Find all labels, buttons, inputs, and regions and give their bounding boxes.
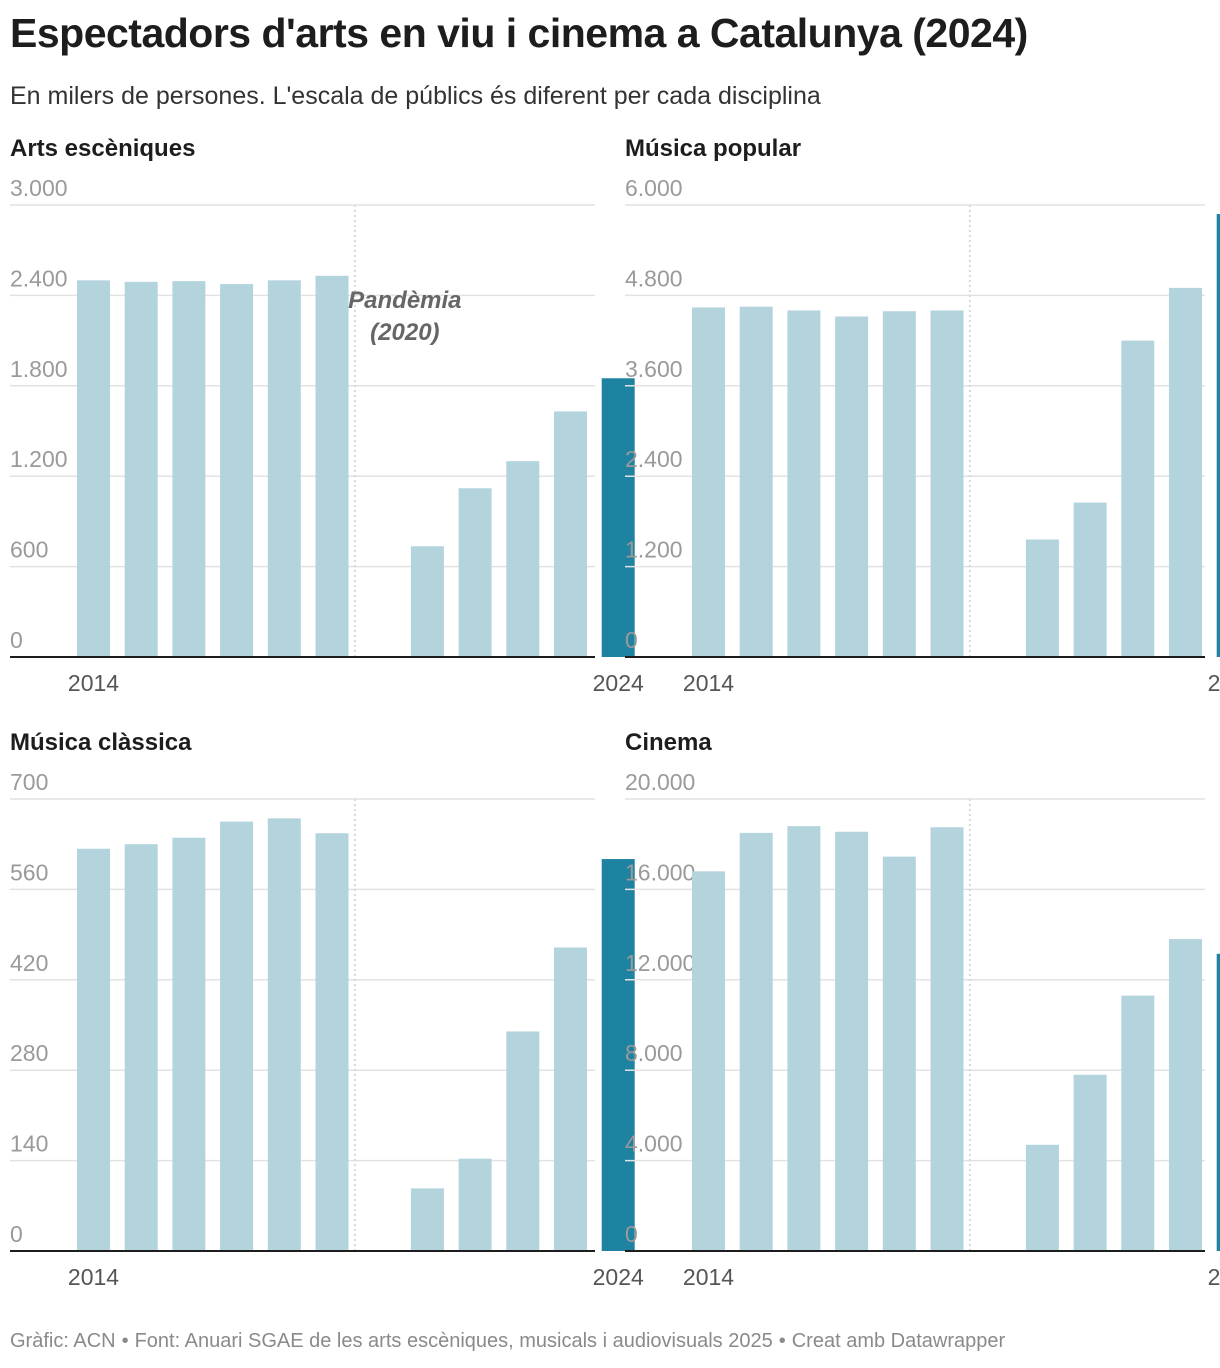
chart-title: Espectadors d'arts en viu i cinema a Cat…	[10, 10, 1028, 56]
x-tick-label: 2024	[1208, 1264, 1220, 1290]
panel-cinema: Cinema 0 4.000 8.000 12.000 16.000 20.000 2014…	[625, 729, 1220, 1304]
x-tick-label: 2024	[1208, 670, 1220, 696]
bar	[1025, 539, 1059, 657]
y-tick-label: 12.000	[625, 950, 695, 976]
bar	[882, 311, 916, 657]
bar	[506, 461, 540, 657]
y-tick-label: 3.600	[625, 356, 683, 382]
panel-musica-classica: Música clàssica 0 140 280 420 560 700 2014 2024	[10, 729, 644, 1304]
x-tick-label: 2024	[593, 670, 644, 696]
y-tick-label: 560	[10, 859, 48, 885]
bar	[1073, 1074, 1107, 1251]
bar	[835, 316, 869, 657]
bar-chart-musica-classica: 0 140 280 420 560 700 2014 2024	[10, 769, 644, 1290]
bar	[220, 821, 254, 1251]
bar	[1121, 995, 1155, 1251]
panel-title: Música popular	[625, 135, 802, 162]
y-tick-label: 0	[625, 627, 638, 653]
y-tick-label: 2.400	[625, 446, 683, 472]
y-tick-label: 4.800	[625, 265, 683, 291]
bar	[267, 280, 301, 657]
panel-title: Cinema	[625, 729, 712, 756]
bar	[692, 871, 725, 1251]
bar	[739, 832, 773, 1251]
panel-title: Música clàssica	[10, 729, 192, 756]
footer-tool: Creat amb Datawrapper	[791, 1330, 1006, 1352]
bar	[458, 1158, 492, 1251]
y-tick-label: 20.000	[625, 769, 695, 795]
y-tick-label: 2.400	[10, 265, 68, 291]
panel-musica-popular: Música popular 0 1.200 2.400 3.600 4.800 6.00…	[625, 135, 1220, 710]
panel-title: Arts escèniques	[10, 135, 196, 162]
bar	[77, 280, 110, 657]
y-tick-label: 600	[10, 537, 48, 563]
bar	[458, 488, 492, 657]
bar	[554, 411, 587, 657]
footer-separator: •	[121, 1330, 129, 1352]
bar	[1073, 502, 1107, 657]
bar	[1169, 939, 1202, 1251]
bar	[267, 818, 301, 1251]
bar	[315, 833, 349, 1251]
bar	[172, 281, 206, 657]
y-tick-label: 6.000	[625, 175, 683, 201]
annotation-line1: Pandèmia	[348, 287, 461, 314]
bar	[77, 848, 110, 1251]
y-tick-label: 1.200	[625, 537, 683, 563]
y-tick-label: 420	[10, 950, 48, 976]
footer-source: Font: Anuari SGAE de les arts escèniques…	[134, 1330, 773, 1352]
annotation-line2: (2020)	[370, 319, 439, 346]
bar	[1169, 287, 1202, 657]
bar	[601, 859, 635, 1251]
x-tick-label: 2014	[68, 1264, 119, 1290]
bar	[220, 284, 254, 657]
y-tick-label: 0	[625, 1221, 638, 1247]
bar	[930, 310, 964, 657]
bar	[172, 837, 206, 1251]
panel-arts-esceniques: Arts escèniques 0 600 1.200 1.800 2.400 3.000…	[10, 135, 644, 710]
x-tick-label: 2014	[683, 1264, 734, 1290]
bar	[787, 310, 821, 657]
footer-separator: •	[778, 1330, 786, 1352]
bar	[124, 281, 158, 657]
x-tick-label: 2014	[683, 670, 734, 696]
bar	[315, 275, 349, 657]
bar	[882, 856, 916, 1251]
bar	[1216, 214, 1220, 657]
y-tick-label: 0	[10, 1221, 23, 1247]
bar	[692, 307, 725, 657]
bar	[1025, 1144, 1059, 1251]
bar	[410, 1188, 444, 1251]
bar	[835, 831, 869, 1251]
bar	[1121, 340, 1155, 657]
y-tick-label: 16.000	[625, 859, 695, 885]
y-tick-label: 0	[10, 627, 23, 653]
bar-chart-musica-popular: 0 1.200 2.400 3.600 4.800 6.000 2014 2024	[625, 175, 1220, 696]
bar	[410, 546, 444, 657]
footer: Gràfic: ACN • Font: Anuari SGAE de les art…	[10, 1330, 1005, 1353]
bar-chart-cinema: 0 4.000 8.000 12.000 16.000 20.000 2014 2024	[625, 769, 1220, 1290]
chart-subtitle: En milers de persones. L'escala de públi…	[10, 82, 821, 110]
bar-chart-arts-esceniques: 0 600 1.200 1.800 2.400 3.000 2014 2024 Pandèmia…	[10, 175, 644, 696]
y-tick-label: 1.800	[10, 356, 68, 382]
bar	[787, 826, 821, 1251]
y-tick-label: 280	[10, 1040, 48, 1066]
y-tick-label: 4.000	[625, 1131, 683, 1157]
y-tick-label: 3.000	[10, 175, 68, 201]
x-tick-label: 2014	[68, 670, 119, 696]
y-tick-label: 700	[10, 769, 48, 795]
y-tick-label: 140	[10, 1131, 48, 1157]
bar	[554, 947, 587, 1251]
bar	[739, 306, 773, 657]
bar	[930, 827, 964, 1251]
x-tick-label: 2024	[593, 1264, 644, 1290]
bar	[506, 1031, 540, 1251]
y-tick-label: 8.000	[625, 1040, 683, 1066]
bar	[1216, 953, 1220, 1251]
footer-credit: Gràfic: ACN	[10, 1330, 116, 1352]
y-tick-label: 1.200	[10, 446, 68, 472]
bar	[601, 378, 635, 657]
bar	[124, 844, 158, 1251]
